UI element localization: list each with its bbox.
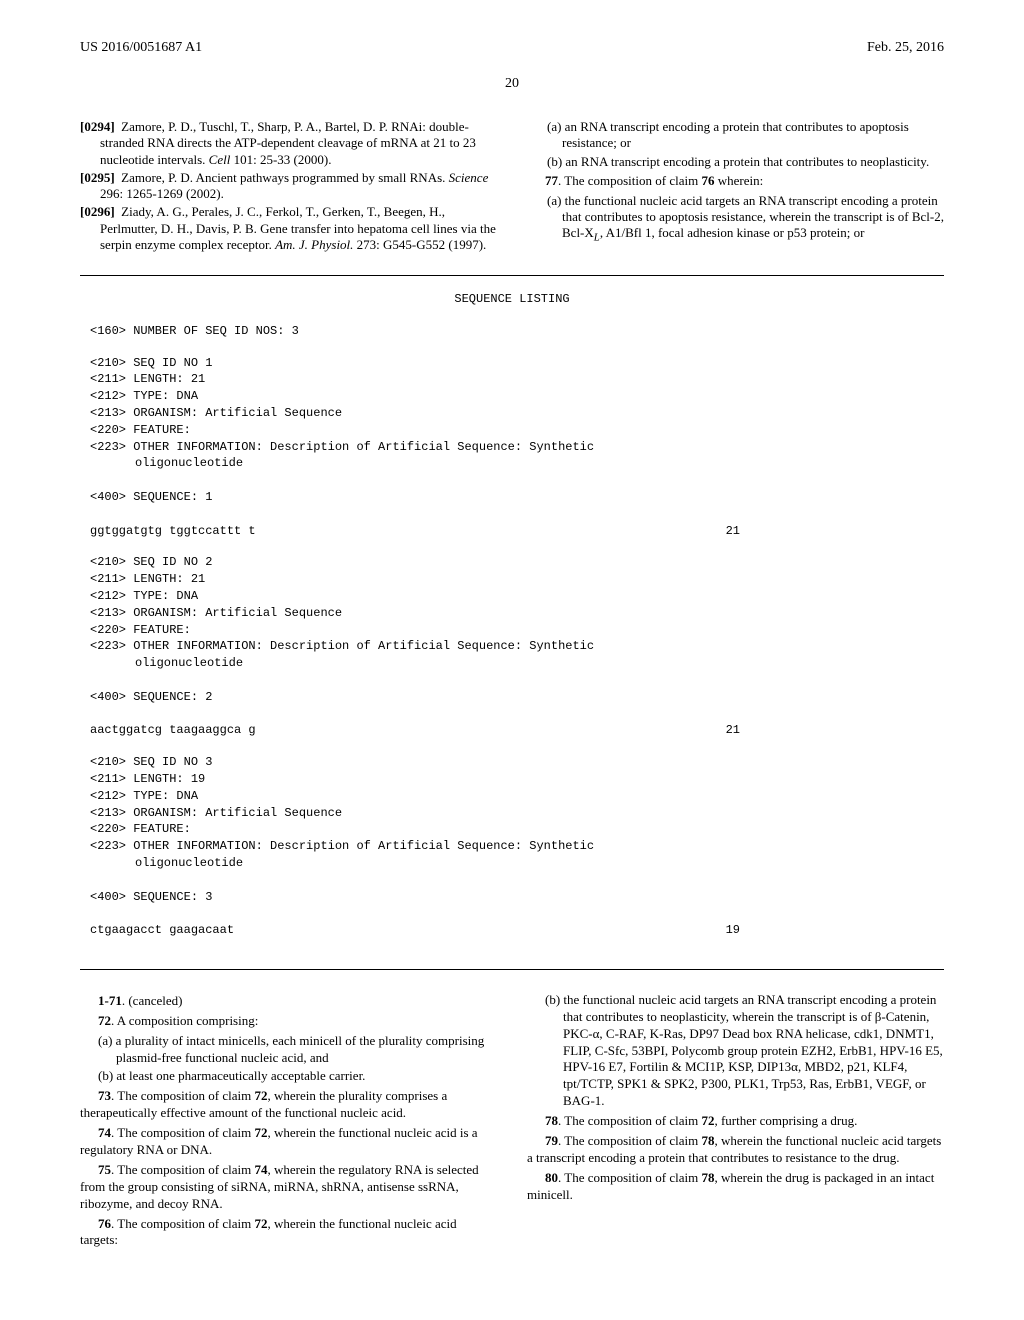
sequence-header-line: oligonucleotide (90, 855, 934, 872)
sequence-row: aactggatcg taagaaggca g 21 (90, 722, 740, 739)
claim-number: 79 (545, 1133, 558, 1148)
sequence-header-line: <223> OTHER INFORMATION: Description of … (90, 638, 934, 655)
sequence-header-line: <223> OTHER INFORMATION: Description of … (90, 439, 934, 456)
sequence-listing-title: SEQUENCE LISTING (90, 291, 934, 308)
sequence-header-line: <213> ORGANISM: Artificial Sequence (90, 605, 934, 622)
sequence-block: <210> SEQ ID NO 2<211> LENGTH: 21<212> T… (90, 554, 934, 739)
claim-paragraph: 1-71. (canceled) (80, 993, 497, 1010)
sequence-block: <210> SEQ ID NO 1<211> LENGTH: 21<212> T… (90, 355, 934, 540)
reference-number: [0295] (80, 170, 115, 185)
claim-ref-number: 74 (254, 1162, 267, 1177)
sequence-header-line: <220> FEATURE: (90, 622, 934, 639)
claim-paragraph: 75. The composition of claim 74, wherein… (80, 1162, 497, 1213)
claim-subitem: (b) at least one pharmaceutically accept… (80, 1068, 497, 1085)
sequence-label: <400> SEQUENCE: 3 (90, 889, 934, 906)
reference-entry: [0294] Zamore, P. D., Tuschl, T., Sharp,… (80, 119, 497, 168)
num-seq-ids: <160> NUMBER OF SEQ ID NOS: 3 (90, 323, 934, 340)
claim-ref-number: 72 (254, 1088, 267, 1103)
sequence-header-line: <223> OTHER INFORMATION: Description of … (90, 838, 934, 855)
claim-paragraph: 79. The composition of claim 78, wherein… (527, 1133, 944, 1167)
claim-subitem: (a) the functional nucleic acid targets … (527, 193, 944, 246)
claim-number: 75 (98, 1162, 111, 1177)
claims-fragment-column: (a) an RNA transcript encoding a protein… (527, 117, 944, 255)
sequence-header-line: <213> ORGANISM: Artificial Sequence (90, 805, 934, 822)
sequence-header-line: <212> TYPE: DNA (90, 588, 934, 605)
sequence-text: ctgaagacct gaagacaat (90, 922, 234, 939)
claim-paragraph: 73. The composition of claim 72, wherein… (80, 1088, 497, 1122)
sequence-header-line: <211> LENGTH: 19 (90, 771, 934, 788)
claim-paragraph: 76. The composition of claim 72, wherein… (80, 1216, 497, 1250)
claim-number: 76 (98, 1216, 111, 1231)
claim-number: 73 (98, 1088, 111, 1103)
claims-left-column: 1-71. (canceled) 72. A composition compri… (80, 990, 497, 1252)
reference-number: [0294] (80, 119, 115, 134)
claim-paragraph: 72. A composition comprising: (80, 1013, 497, 1030)
sequence-header-line: <210> SEQ ID NO 2 (90, 554, 934, 571)
bottom-columns: 1-71. (canceled) 72. A composition compri… (80, 990, 944, 1252)
claim-paragraph: 78. The composition of claim 72, further… (527, 1113, 944, 1130)
sequence-length: 19 (726, 922, 740, 939)
claim-number: 80 (545, 1170, 558, 1185)
sequence-text: ggtggatgtg tggtccattt t (90, 523, 256, 540)
sequence-header-line: <210> SEQ ID NO 3 (90, 754, 934, 771)
sequence-header-line: oligonucleotide (90, 455, 934, 472)
claim-ref-number: 76 (701, 173, 714, 188)
journal-name: Cell (209, 152, 231, 167)
sequence-length: 21 (726, 523, 740, 540)
claim-ref-number: 72 (254, 1216, 267, 1231)
sequence-header-line: <220> FEATURE: (90, 821, 934, 838)
claim-subitem: (b) the functional nucleic acid targets … (527, 992, 944, 1110)
reference-number: [0296] (80, 204, 115, 219)
header-left: US 2016/0051687 A1 (80, 40, 202, 56)
sequence-listing: SEQUENCE LISTING <160> NUMBER OF SEQ ID … (80, 275, 944, 970)
claim-ref-number: 78 (701, 1133, 714, 1148)
sequence-header-line: <212> TYPE: DNA (90, 388, 934, 405)
claims-right-column: (b) the functional nucleic acid targets … (527, 990, 944, 1252)
sequence-header-line: <213> ORGANISM: Artificial Sequence (90, 405, 934, 422)
sequence-header-line: <211> LENGTH: 21 (90, 371, 934, 388)
header-right: Feb. 25, 2016 (867, 40, 944, 56)
claim-ref-number: 78 (701, 1170, 714, 1185)
sequence-header-line: oligonucleotide (90, 655, 934, 672)
subscript: L (594, 232, 600, 244)
journal-name: Am. J. Physiol. (275, 237, 353, 252)
page-number: 20 (0, 76, 1024, 92)
main-content: [0294] Zamore, P. D., Tuschl, T., Sharp,… (0, 117, 1024, 1252)
claim-number: 77 (545, 173, 558, 188)
claim-number: 74 (98, 1125, 111, 1140)
sequence-label: <400> SEQUENCE: 2 (90, 689, 934, 706)
claim-number: 1-71 (98, 993, 122, 1008)
reference-entry: [0296] Ziady, A. G., Perales, J. C., Fer… (80, 204, 497, 253)
sequence-header-line: <220> FEATURE: (90, 422, 934, 439)
sequence-text: aactggatcg taagaaggca g (90, 722, 256, 739)
top-columns: [0294] Zamore, P. D., Tuschl, T., Sharp,… (80, 117, 944, 255)
claim-number: 72 (98, 1013, 111, 1028)
claim-subitem: (b) an RNA transcript encoding a protein… (527, 154, 944, 170)
journal-name: Science (449, 170, 489, 185)
sequence-row: ggtggatgtg tggtccattt t 21 (90, 523, 740, 540)
sequence-header-line: <211> LENGTH: 21 (90, 571, 934, 588)
claim-paragraph: 74. The composition of claim 72, wherein… (80, 1125, 497, 1159)
references-column: [0294] Zamore, P. D., Tuschl, T., Sharp,… (80, 117, 497, 255)
reference-entry: [0295] Zamore, P. D. Ancient pathways pr… (80, 170, 497, 203)
claim-number: 78 (545, 1113, 558, 1128)
claim-subitem: (a) a plurality of intact minicells, eac… (80, 1033, 497, 1067)
claim-paragraph: 77. The composition of claim 76 wherein: (527, 173, 944, 190)
sequence-row: ctgaagacct gaagacaat 19 (90, 922, 740, 939)
sequence-length: 21 (726, 722, 740, 739)
sequence-label: <400> SEQUENCE: 1 (90, 489, 934, 506)
claim-ref-number: 72 (254, 1125, 267, 1140)
sequence-header-line: <212> TYPE: DNA (90, 788, 934, 805)
claim-paragraph: 80. The composition of claim 78, wherein… (527, 1170, 944, 1204)
claim-subitem: (a) an RNA transcript encoding a protein… (527, 119, 944, 152)
claim-ref-number: 72 (701, 1113, 714, 1128)
sequence-header-line: <210> SEQ ID NO 1 (90, 355, 934, 372)
sequence-block: <210> SEQ ID NO 3<211> LENGTH: 19<212> T… (90, 754, 934, 939)
page-header: US 2016/0051687 A1 Feb. 25, 2016 (0, 0, 1024, 66)
